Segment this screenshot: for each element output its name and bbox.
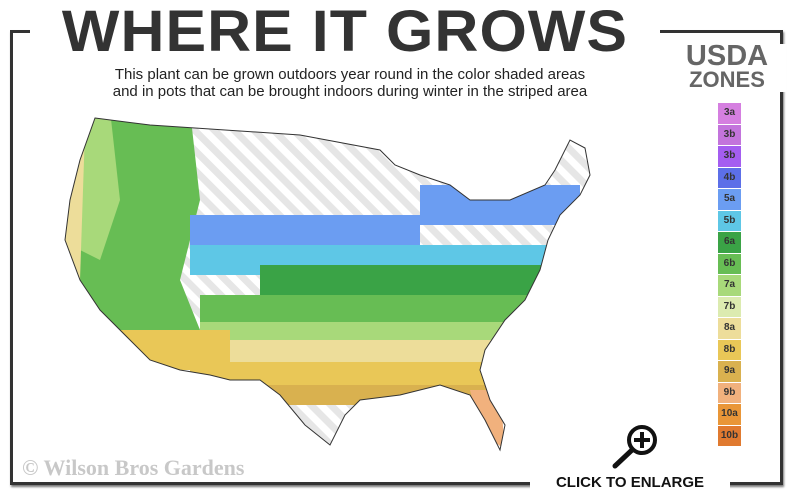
legend-zone-6b: 6b (718, 253, 741, 274)
page-title: WHERE IT GROWS (30, 0, 660, 64)
legend-zone-6a: 6a (718, 232, 741, 253)
subtitle: This plant can be grown outdoors year ro… (40, 66, 660, 100)
usa-zone-map[interactable] (40, 105, 600, 465)
legend-zone-8a: 8a (718, 318, 741, 339)
magnifier-plus-icon[interactable] (610, 424, 662, 470)
legend-zone-7b: 7b (718, 296, 741, 317)
legend-zone-3a: 3a (718, 103, 741, 124)
legend-zone-9b: 9b (718, 382, 741, 403)
legend-zone-9a: 9a (718, 361, 741, 382)
legend-zone-10b: 10b (718, 425, 741, 446)
zone-legend: 3a 3b 3b 4b 5a 5b 6a 6b 7a 7b 8a 8b 9a 9b 10a 10b (718, 103, 741, 447)
legend-title-line-2: ZONES (689, 67, 765, 92)
copyright-watermark: © Wilson Bros Gardens (22, 455, 245, 480)
legend-zone-3b: 3b (718, 146, 741, 167)
legend-title-line-1: USDA (685, 40, 769, 72)
legend-zone-5a: 5a (718, 189, 741, 210)
legend-zone-8b: 8b (718, 339, 741, 360)
subtitle-line-1: This plant can be grown outdoors year ro… (114, 66, 586, 83)
legend-zone-4b: 4b (718, 167, 741, 188)
legend-zone-10a: 10a (718, 404, 741, 425)
legend-zone-3b: 3b (718, 124, 741, 145)
legend-zone-5b: 5b (718, 210, 741, 231)
click-to-enlarge-button[interactable]: CLICK TO ENLARGE (530, 470, 730, 496)
legend-zone-7a: 7a (718, 275, 741, 296)
subtitle-line-2: and in pots that can be brought indoors … (112, 83, 588, 100)
legend-title: USDA ZONES (668, 40, 786, 92)
